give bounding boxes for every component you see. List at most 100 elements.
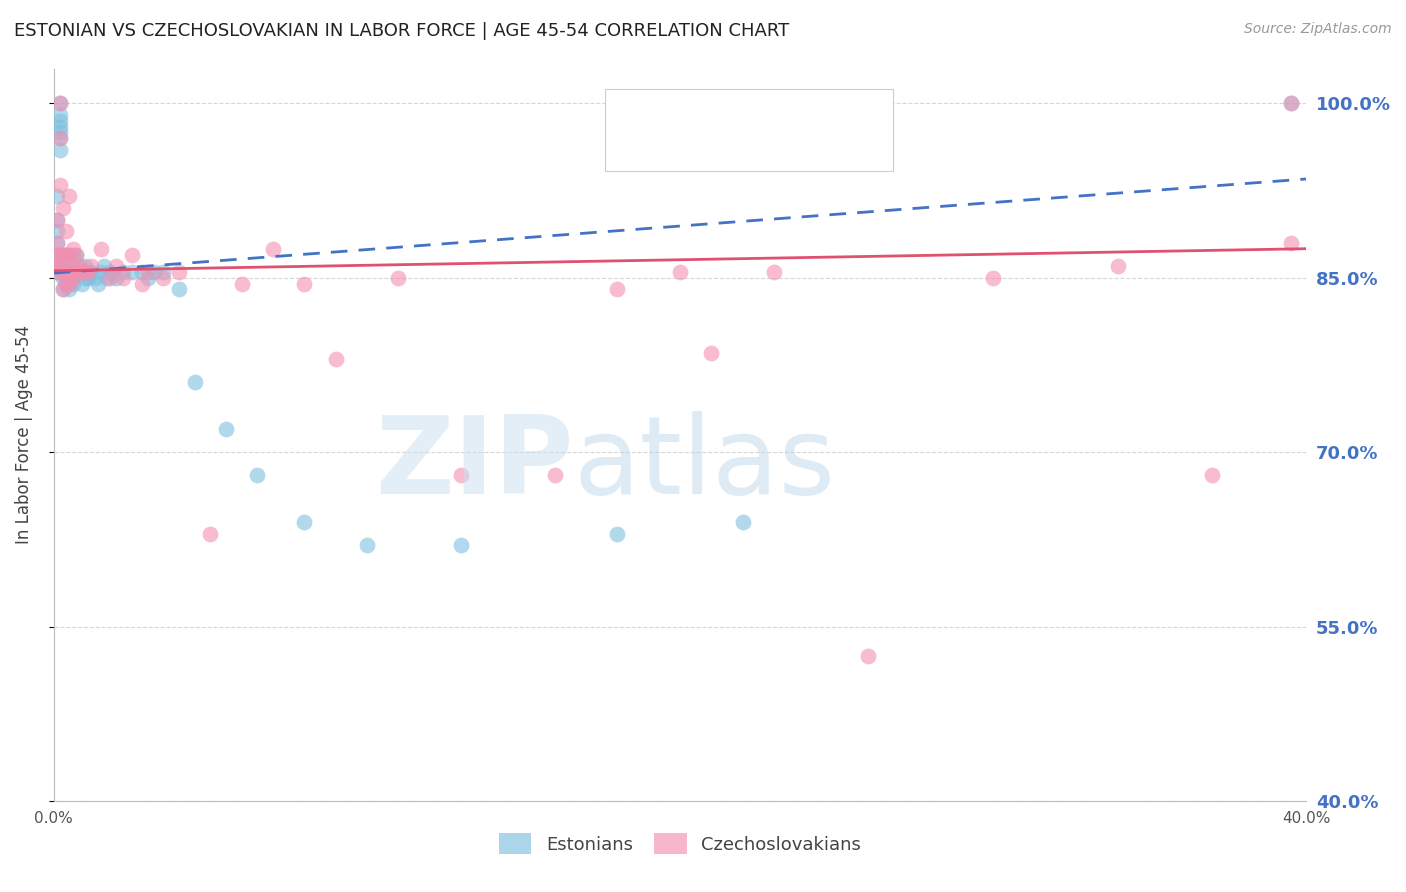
Point	[121, 247, 143, 261]
Point	[62, 270, 84, 285]
Legend: Estonians, Czechoslovakians: Estonians, Czechoslovakians	[499, 833, 862, 855]
Point	[136, 265, 159, 279]
Point	[231, 277, 253, 291]
Point	[90, 265, 112, 279]
Point	[83, 270, 105, 285]
Point	[450, 468, 472, 483]
Point	[1279, 96, 1302, 111]
Point	[46, 247, 69, 261]
Point	[49, 131, 72, 145]
Point	[246, 468, 269, 483]
Text: R = 0.050: R = 0.050	[658, 104, 772, 124]
Point	[58, 277, 80, 291]
Point	[184, 376, 207, 390]
Point	[58, 265, 80, 279]
Text: ESTONIAN VS CZECHOSLOVAKIAN IN LABOR FORCE | AGE 45-54 CORRELATION CHART: ESTONIAN VS CZECHOSLOVAKIAN IN LABOR FOR…	[14, 22, 789, 40]
Point	[292, 515, 315, 529]
Point	[67, 259, 90, 273]
Point	[46, 212, 69, 227]
Point	[105, 259, 128, 273]
Point	[49, 125, 72, 139]
Point	[544, 468, 567, 483]
Point	[98, 270, 121, 285]
Point	[75, 265, 97, 279]
Point	[136, 270, 159, 285]
Point	[215, 422, 238, 436]
Point	[1107, 259, 1129, 273]
Point	[62, 265, 84, 279]
Point	[55, 265, 77, 279]
Point	[52, 247, 75, 261]
Point	[669, 265, 692, 279]
Point	[52, 265, 75, 279]
Point	[606, 526, 628, 541]
Point	[93, 259, 115, 273]
Point	[62, 259, 84, 273]
FancyBboxPatch shape	[616, 132, 655, 160]
Point	[46, 259, 69, 273]
Point	[856, 648, 879, 663]
Point	[49, 259, 72, 273]
Point	[325, 352, 347, 367]
Point	[52, 265, 75, 279]
Point	[1279, 235, 1302, 250]
Point	[65, 247, 87, 261]
Y-axis label: In Labor Force | Age 45-54: In Labor Force | Age 45-54	[15, 326, 32, 544]
Point	[105, 270, 128, 285]
Point	[356, 538, 378, 552]
Point	[167, 265, 190, 279]
Point	[52, 247, 75, 261]
Point	[55, 265, 77, 279]
Point	[62, 247, 84, 261]
Point	[86, 277, 108, 291]
Point	[1201, 468, 1223, 483]
Point	[70, 277, 93, 291]
Point	[731, 515, 754, 529]
Point	[387, 270, 409, 285]
Point	[46, 212, 69, 227]
Point	[77, 270, 100, 285]
Point	[55, 259, 77, 273]
Point	[46, 224, 69, 238]
Point	[65, 265, 87, 279]
Point	[58, 189, 80, 203]
Text: N = 59: N = 59	[775, 136, 853, 156]
Point	[55, 247, 77, 261]
Point	[65, 247, 87, 261]
Point	[46, 265, 69, 279]
Point	[80, 259, 103, 273]
Point	[62, 270, 84, 285]
Point	[80, 265, 103, 279]
Point	[52, 282, 75, 296]
Point	[606, 282, 628, 296]
Point	[46, 235, 69, 250]
Point	[49, 120, 72, 134]
Point	[55, 277, 77, 291]
FancyBboxPatch shape	[616, 101, 655, 128]
Point	[70, 265, 93, 279]
Point	[49, 96, 72, 111]
Point	[55, 277, 77, 291]
Point	[981, 270, 1004, 285]
Point	[49, 178, 72, 192]
Point	[46, 235, 69, 250]
Point	[49, 113, 72, 128]
Point	[450, 538, 472, 552]
Point	[62, 277, 84, 291]
Point	[49, 131, 72, 145]
Point	[58, 282, 80, 296]
Point	[111, 270, 134, 285]
Point	[46, 265, 69, 279]
Point	[65, 265, 87, 279]
Text: atlas: atlas	[574, 411, 835, 517]
Point	[131, 265, 153, 279]
Point	[75, 270, 97, 285]
Point	[58, 247, 80, 261]
Point	[55, 247, 77, 261]
Point	[152, 270, 174, 285]
Point	[58, 247, 80, 261]
Point	[49, 108, 72, 122]
Point	[58, 277, 80, 291]
Point	[292, 277, 315, 291]
Point	[52, 270, 75, 285]
